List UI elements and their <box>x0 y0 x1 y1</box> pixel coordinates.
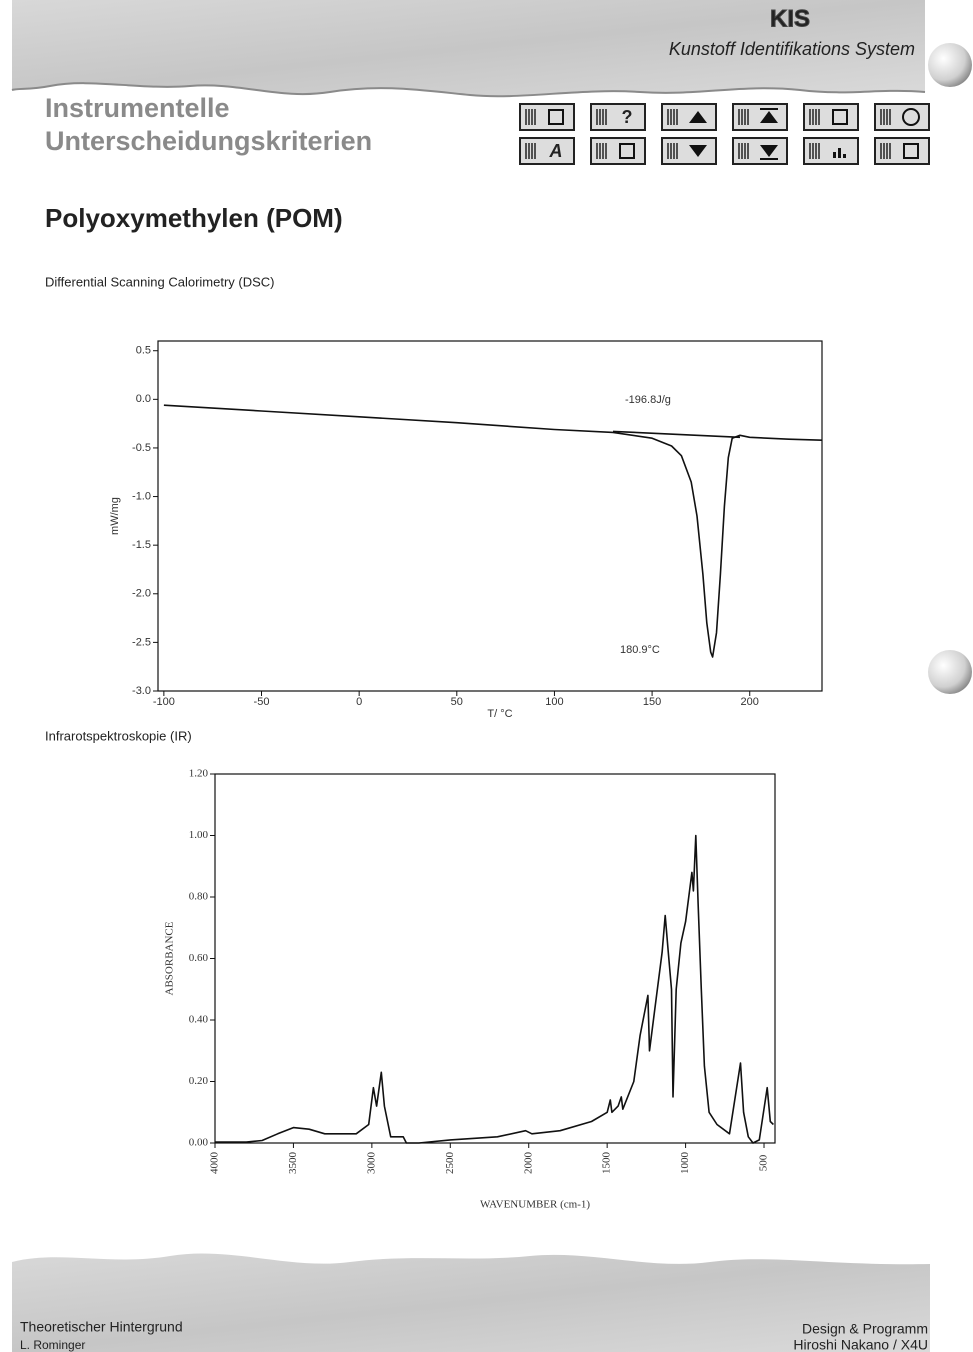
button-glyph: ? <box>622 107 633 127</box>
y-tick-label: 0.80 <box>189 891 209 903</box>
button-glyph <box>760 111 778 123</box>
chart: 0.5 0.0 -0.5 -1.0 -1.5 -2.0 -2.5 -3.0-100 -50 0 50… <box>109 340 823 720</box>
button-frame <box>590 103 646 131</box>
data-line <box>163 404 823 658</box>
torn-edge <box>11 82 926 98</box>
y-tick-label: 0.40 <box>189 1014 209 1026</box>
toolbar-button[interactable]: ? <box>590 103 646 131</box>
x-tick-label: 200 <box>741 696 759 708</box>
y-tick-label: -1.5 <box>132 539 151 551</box>
x-tick-label: -100 <box>153 696 175 708</box>
x-tick-label: 0 <box>356 696 362 708</box>
section-label: Infrarotspektroskopie (IR) <box>45 728 192 743</box>
button-frame <box>519 103 575 131</box>
y-tick-label: 0.0 <box>136 393 151 405</box>
chart: 0.00 0.20 0.40 0.60 0.80 1.00 1.20 4000 3500 3000… <box>164 768 776 1211</box>
y-tick-label: 0.00 <box>189 1137 209 1149</box>
x-tick-label: 150 <box>643 696 661 708</box>
button-frame <box>661 137 717 165</box>
y-tick-label: -0.5 <box>132 442 151 454</box>
y-axis-label: ABSORBANCE <box>164 921 176 995</box>
button-glyph <box>843 154 846 158</box>
button-glyph <box>838 148 841 158</box>
button-glyph <box>619 143 635 159</box>
x-axis-label: T/ °C <box>487 708 512 720</box>
footer-text: Hiroshi Nakano / X4U <box>793 1337 928 1352</box>
section-heading: Unterscheidungskriterien <box>45 126 372 156</box>
footer-text: Design & Programm <box>802 1321 928 1337</box>
x-tick-label: 1500 <box>601 1152 613 1175</box>
button-frame <box>803 137 859 165</box>
logo-subtitle: Kunstoff Identifikations System <box>669 39 915 59</box>
toolbar-button[interactable] <box>874 103 930 131</box>
y-tick-label: 0.5 <box>136 345 151 357</box>
footer-text: L. Rominger <box>20 1338 85 1352</box>
page-title: Polyoxymethylen (POM) <box>45 203 343 233</box>
x-tick-label: 3000 <box>365 1152 377 1175</box>
data-line <box>612 430 741 439</box>
toolbar-button[interactable] <box>590 137 646 165</box>
x-tick-label: 3500 <box>287 1152 299 1175</box>
charts: 0.5 0.0 -0.5 -1.0 -1.5 -2.0 -2.5 -3.0-100 -50 0 50… <box>109 340 823 1211</box>
button-frame <box>519 137 575 165</box>
toolbar-button[interactable] <box>661 137 717 165</box>
button-frame <box>874 137 930 165</box>
x-tick-label: 500 <box>758 1154 770 1171</box>
x-tick-label: 100 <box>545 696 563 708</box>
y-tick-label: -2.5 <box>132 636 151 648</box>
y-tick-label: 1.20 <box>189 768 209 780</box>
plot-frame <box>157 340 823 692</box>
toolbar-button[interactable] <box>519 103 575 131</box>
toolbar: ?A <box>519 103 930 165</box>
button-frame <box>803 103 859 131</box>
toolbar-button[interactable]: A <box>519 137 575 165</box>
button-glyph <box>760 145 778 157</box>
toolbar-button[interactable] <box>803 103 859 131</box>
y-axis-label: mW/mg <box>109 497 121 535</box>
toolbar-button[interactable] <box>732 103 788 131</box>
button-glyph: A <box>549 141 563 161</box>
x-tick-label: 50 <box>451 696 463 708</box>
button-glyph <box>833 152 836 158</box>
annotation: 180.9°C <box>620 644 660 656</box>
y-tick-label: -2.0 <box>132 588 151 600</box>
button-glyph <box>548 109 564 125</box>
header-background <box>12 0 925 97</box>
x-tick-label: 4000 <box>209 1152 221 1175</box>
y-tick-label: -1.0 <box>132 490 151 502</box>
decoration <box>928 43 972 87</box>
footer-background <box>12 1253 930 1352</box>
button-glyph <box>902 108 920 126</box>
button-glyph <box>832 109 848 125</box>
y-tick-label: 1.00 <box>189 829 209 841</box>
x-tick-label: -50 <box>254 696 270 708</box>
footer-text: Theoretischer Hintergrund <box>20 1319 183 1335</box>
button-glyph <box>689 145 707 157</box>
plot-frame <box>214 773 776 1144</box>
toolbar-button[interactable] <box>874 137 930 165</box>
y-tick-label: 0.20 <box>189 1075 209 1087</box>
y-tick-label: 0.60 <box>189 952 209 964</box>
toolbar-button[interactable] <box>732 137 788 165</box>
button-frame <box>732 137 788 165</box>
data-line <box>215 834 774 1144</box>
x-tick-label: 1000 <box>679 1152 691 1175</box>
x-axis-label: WAVENUMBER (cm-1) <box>480 1199 590 1211</box>
section-heading: Instrumentelle <box>45 93 230 123</box>
logo: KIS <box>770 5 810 32</box>
annotation: -196.8J/g <box>625 394 671 406</box>
y-tick-label: -3.0 <box>132 685 151 697</box>
x-tick-label: 2000 <box>522 1152 534 1175</box>
button-glyph <box>689 111 707 123</box>
x-tick-label: 2500 <box>444 1152 456 1175</box>
button-frame <box>590 137 646 165</box>
toolbar-button[interactable] <box>803 137 859 165</box>
button-frame <box>732 103 788 131</box>
button-frame <box>661 103 717 131</box>
decoration <box>928 650 972 694</box>
section-label: Differential Scanning Calorimetry (DSC) <box>45 274 275 289</box>
button-glyph <box>903 143 919 159</box>
toolbar-button[interactable] <box>661 103 717 131</box>
